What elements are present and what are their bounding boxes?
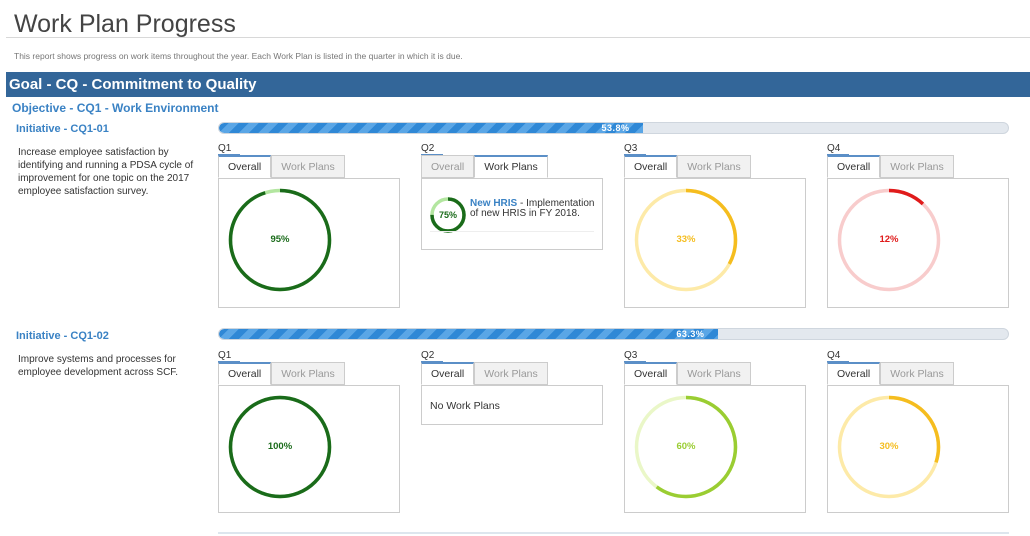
tab-overall[interactable]: Overall — [421, 155, 475, 178]
progress-donut: 33% — [633, 187, 739, 293]
progress-donut-chart — [837, 188, 941, 292]
progress-donut: 60% — [633, 394, 739, 500]
quarter-panel: 30% — [827, 385, 1009, 513]
progress-donut: 95% — [227, 187, 333, 293]
tab-work-plans[interactable]: Work Plans — [474, 362, 548, 385]
initiative-progress-bar: 53.8% — [218, 122, 1009, 134]
page-title: Work Plan Progress — [14, 10, 236, 38]
progress-donut-arc — [634, 395, 738, 499]
progress-donut-arc — [634, 188, 738, 292]
quarter-panel: 100% — [218, 385, 400, 513]
tab-overall[interactable]: Overall — [218, 362, 272, 385]
progress-donut-arc — [837, 188, 941, 292]
progress-fill — [219, 123, 644, 133]
quarter-tabs: Overall Work Plans — [218, 362, 345, 386]
quarter-tabs: Overall Work Plans — [624, 362, 751, 386]
tab-work-plans[interactable]: Work Plans — [880, 362, 954, 385]
objective-header: Objective - CQ1 - Work Environment — [12, 101, 219, 115]
initiative-description: Improve systems and processes for employ… — [18, 354, 179, 378]
quarter-tabs: Overall Work Plans — [218, 155, 345, 179]
tab-overall[interactable]: Overall — [624, 155, 678, 178]
progress-donut-chart — [837, 395, 941, 499]
page-subtitle: This report shows progress on work items… — [14, 51, 463, 61]
initiative-description: Increase employee satisfaction by identi… — [18, 147, 194, 197]
donut-percent-label: 100% — [267, 441, 293, 452]
tab-overall[interactable]: Overall — [827, 155, 881, 178]
work-plan-name[interactable]: New HRIS — [470, 198, 518, 209]
quarter-panel: 33% — [624, 178, 806, 308]
no-work-plans-message: No Work Plans — [430, 400, 500, 412]
donut-percent-label: 33% — [676, 234, 696, 245]
quarter-tabs: Overall Work Plans — [827, 362, 954, 386]
quarter-panel: 60% — [624, 385, 806, 513]
progress-donut-arc — [837, 395, 941, 499]
tab-work-plans[interactable]: Work Plans — [474, 155, 548, 178]
tab-overall[interactable]: Overall — [421, 362, 475, 385]
quarter-panel: No Work Plans — [421, 385, 603, 425]
progress-donut: 100% — [227, 394, 333, 500]
initiative-title[interactable]: Initiative - CQ1-02 — [16, 330, 109, 342]
goal-header: Goal - CQ - Commitment to Quality — [6, 72, 1030, 97]
progress-donut: 12% — [836, 187, 942, 293]
progress-donut-chart — [228, 188, 332, 292]
progress-label: 53.8% — [601, 123, 630, 133]
work-plan-percent-label: 75% — [438, 210, 457, 220]
work-plan-description: Implementation of new HRIS in FY 2018. — [470, 198, 595, 219]
quarter-tabs: Overall Work Plans — [827, 155, 954, 179]
work-plan-separator: - — [517, 198, 527, 209]
progress-donut-chart — [634, 395, 738, 499]
progress-donut: 30% — [836, 394, 942, 500]
progress-donut-chart — [228, 395, 332, 499]
tab-work-plans[interactable]: Work Plans — [880, 155, 954, 178]
quarter-tabs: Overall Work Plans — [421, 362, 548, 386]
donut-percent-label: 30% — [879, 441, 899, 452]
tab-overall[interactable]: Overall — [624, 362, 678, 385]
next-progress-bar-edge — [218, 532, 1009, 534]
tab-work-plans[interactable]: Work Plans — [271, 155, 345, 178]
initiative-title[interactable]: Initiative - CQ1-01 — [16, 123, 109, 135]
quarter-tabs: Overall Work Plans — [624, 155, 751, 179]
progress-donut-arc — [228, 395, 332, 499]
title-divider — [6, 37, 1030, 38]
progress-fill — [219, 329, 719, 339]
donut-percent-label: 60% — [676, 441, 696, 452]
quarter-tabs: Overall Work Plans — [421, 155, 548, 179]
donut-percent-label: 12% — [879, 234, 899, 245]
initiative-progress-bar: 63.3% — [218, 328, 1009, 340]
tab-overall[interactable]: Overall — [827, 362, 881, 385]
quarter-panel: 75% New HRIS - Implementation of new HRIS… — [421, 178, 603, 250]
progress-donut-arc — [228, 188, 332, 292]
donut-percent-label: 95% — [270, 234, 290, 245]
tab-overall[interactable]: Overall — [218, 155, 272, 178]
progress-donut-chart — [634, 188, 738, 292]
progress-label: 63.3% — [676, 329, 705, 339]
tab-work-plans[interactable]: Work Plans — [677, 155, 751, 178]
quarter-panel: 12% — [827, 178, 1009, 308]
work-plan-text: New HRIS - Implementation of new HRIS in… — [470, 199, 600, 219]
quarter-panel: 95% — [218, 178, 400, 308]
tab-work-plans[interactable]: Work Plans — [271, 362, 345, 385]
work-plan-divider — [430, 231, 594, 232]
tab-work-plans[interactable]: Work Plans — [677, 362, 751, 385]
